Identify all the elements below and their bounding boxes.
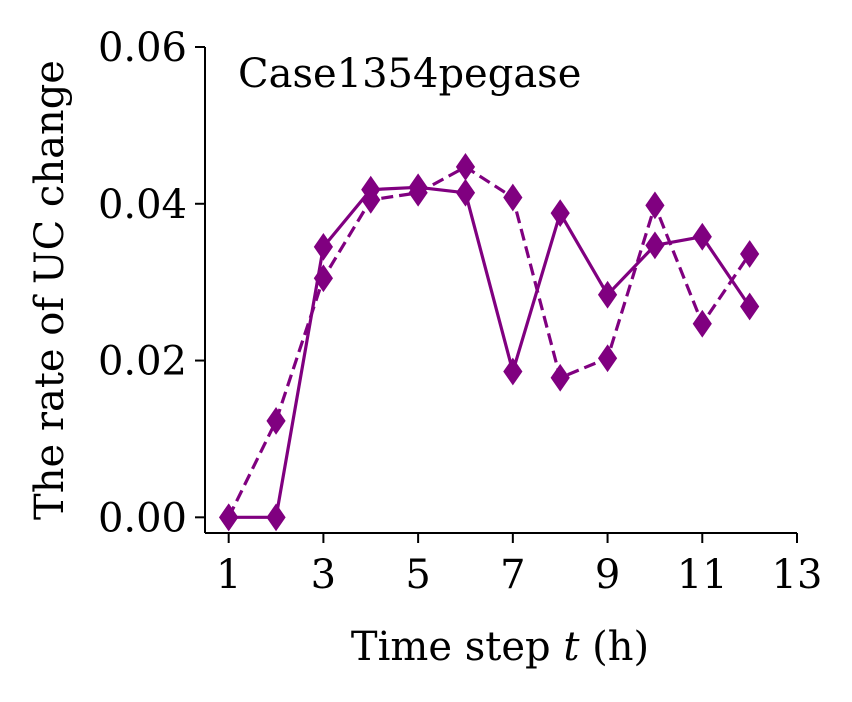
data-point-marker (645, 231, 665, 260)
y-tick-label: 0.02 (98, 339, 187, 385)
data-point-marker (503, 183, 523, 212)
x-axis-title-suffix: (h) (579, 624, 649, 670)
data-point-marker (550, 199, 570, 228)
series-layer (219, 153, 760, 532)
data-point-marker (408, 178, 428, 207)
data-point-marker (313, 233, 334, 261)
data-point-marker (692, 222, 712, 251)
data-point-marker (266, 407, 286, 435)
data-point-marker (740, 292, 760, 321)
x-tick-label: 7 (500, 552, 525, 598)
x-tick-label: 11 (677, 552, 728, 598)
x-axis-title-prefix: Time step (351, 624, 563, 670)
y-axis-title: The rate of UC change (27, 60, 73, 520)
axes: 1 3 5 7 9 11 130.000.020.040.06 (98, 25, 823, 598)
series-line-dashed (227, 165, 751, 519)
data-point-marker (645, 191, 665, 220)
data-point-marker (692, 309, 712, 338)
x-tick-label: 5 (405, 552, 430, 598)
data-point-marker (550, 363, 570, 392)
data-point-marker (313, 264, 334, 293)
x-tick-label: 3 (311, 552, 336, 598)
series-dashed (219, 153, 760, 532)
y-tick-label: 0.04 (98, 182, 187, 228)
y-tick-label: 0.06 (98, 25, 187, 71)
data-point-marker (503, 357, 523, 386)
series-line-solid (228, 185, 751, 519)
data-point-marker (597, 344, 618, 373)
data-point-marker (266, 503, 286, 532)
data-point-marker (361, 185, 381, 214)
x-axis-title: Time step t (h) (351, 624, 649, 670)
series-solid (219, 173, 760, 532)
data-point-marker (455, 153, 476, 181)
y-tick-label: 0.00 (98, 495, 187, 541)
x-tick-label: 1 (216, 552, 241, 598)
x-tick-label: 13 (772, 552, 823, 598)
x-axis-title-var: t (563, 624, 580, 670)
data-point-marker (740, 240, 760, 268)
data-point-marker (219, 503, 239, 532)
chart-title: Case1354pegase (238, 51, 581, 97)
data-point-marker (455, 178, 476, 207)
x-tick-label: 9 (595, 552, 620, 598)
data-point-marker (597, 280, 618, 309)
